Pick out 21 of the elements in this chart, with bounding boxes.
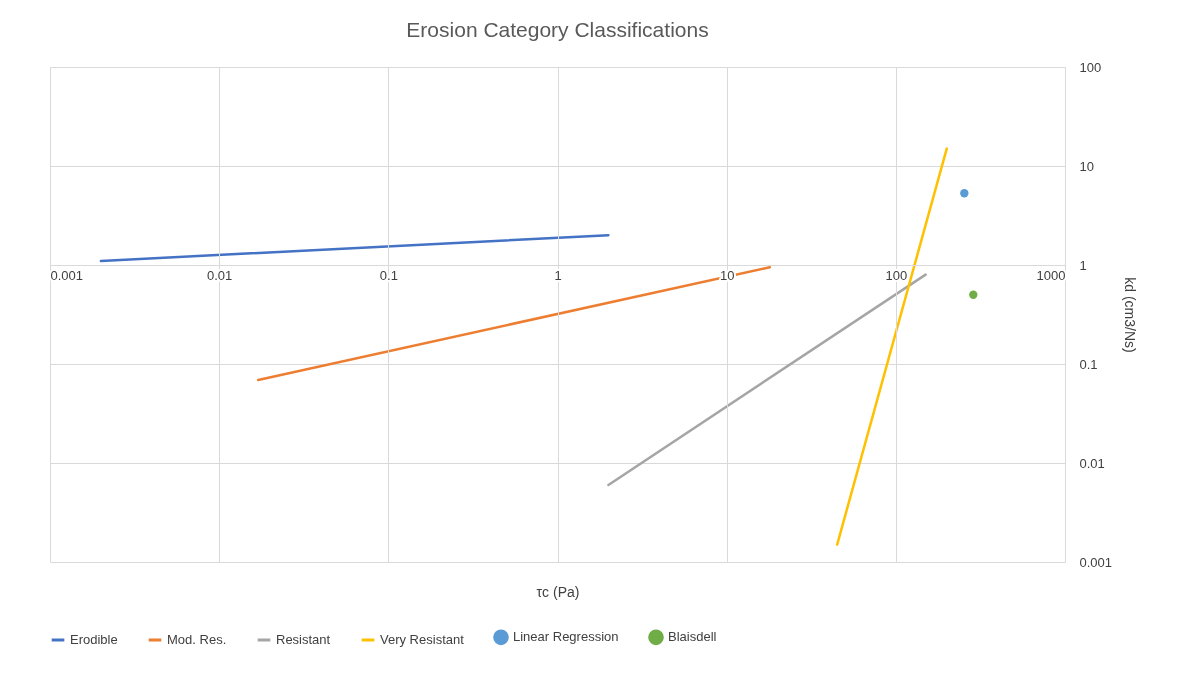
legend-label: Mod. Res. (167, 632, 227, 647)
y-tick-label: 1 (1079, 257, 1087, 273)
legend-label: Resistant (276, 632, 331, 647)
legend-label: Linear Regression (513, 629, 619, 645)
y-tick-label: 10 (1079, 158, 1094, 174)
legend-label: Blaisdell (668, 629, 717, 645)
chart-title: Erosion Category Classifications (406, 18, 709, 41)
y-tick-label: 100 (1079, 59, 1102, 75)
y-axis-title: kd (cm3/Ns) (1122, 277, 1139, 353)
x-tick-label: 1 (554, 267, 562, 283)
legend-label: Very Resistant (380, 632, 465, 647)
x-tick-label: 0.1 (379, 267, 398, 283)
x-tick-label: 0.001 (50, 267, 84, 283)
legend-label: Erodible (70, 632, 118, 647)
y-tick-label: 0.001 (1079, 554, 1113, 570)
x-axis-title: τc (Pa) (536, 583, 580, 600)
x-tick-label: 0.01 (207, 267, 233, 283)
x-tick-label: 1000 (1036, 267, 1066, 283)
x-tick-label: 100 (885, 267, 908, 283)
y-tick-label: 0.1 (1079, 356, 1098, 372)
y-tick-label: 0.01 (1079, 455, 1105, 471)
